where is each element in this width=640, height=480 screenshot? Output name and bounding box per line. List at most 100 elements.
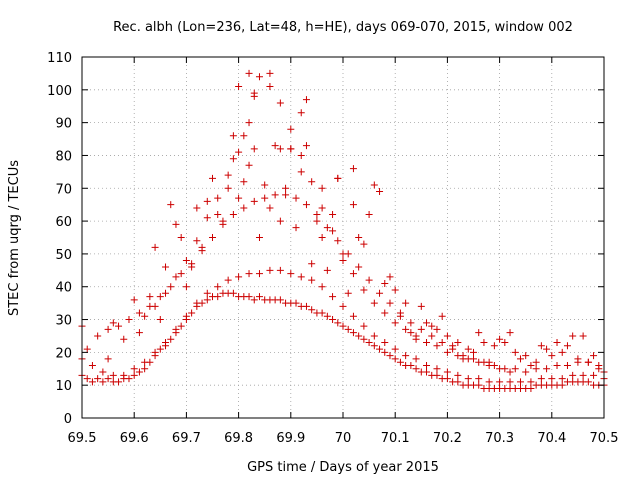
data-point: [454, 371, 462, 379]
data-point: [543, 365, 551, 373]
x-tick-label: 70: [335, 431, 352, 446]
data-point: [282, 184, 290, 192]
data-point: [339, 256, 347, 264]
data-point: [203, 289, 211, 297]
data-point: [506, 378, 514, 386]
data-point: [287, 270, 295, 278]
data-point: [563, 342, 571, 350]
data-point: [172, 273, 180, 281]
data-point: [308, 306, 316, 314]
data-point: [516, 355, 524, 363]
data-point: [412, 335, 420, 343]
data-point: [391, 286, 399, 294]
y-tick-label: 30: [55, 314, 72, 329]
data-point: [344, 289, 352, 297]
data-point: [130, 296, 138, 304]
data-point: [224, 276, 232, 284]
data-point: [162, 289, 170, 297]
data-point: [266, 204, 274, 212]
data-point: [485, 358, 493, 366]
x-tick-label: 69.7: [172, 431, 201, 446]
data-point: [229, 155, 237, 163]
data-point: [438, 312, 446, 320]
x-tick-label: 69.8: [224, 431, 253, 446]
data-point: [188, 309, 196, 317]
data-point: [407, 361, 415, 369]
data-point: [454, 352, 462, 360]
data-points: [78, 69, 608, 392]
data-point: [579, 332, 587, 340]
data-point: [360, 240, 368, 248]
data-point: [470, 348, 477, 356]
y-tick-label: 50: [55, 248, 72, 263]
data-point: [297, 109, 305, 117]
data-point: [193, 299, 201, 307]
data-point: [553, 361, 561, 369]
data-point: [527, 384, 535, 392]
data-point: [475, 381, 483, 389]
y-tick-label: 70: [55, 182, 72, 197]
data-point: [261, 181, 269, 189]
data-point: [428, 322, 436, 330]
data-point: [553, 339, 561, 347]
data-point: [496, 335, 504, 343]
data-point: [115, 378, 123, 386]
data-point: [334, 237, 342, 245]
data-point: [590, 352, 598, 360]
y-tick-label: 100: [47, 84, 72, 99]
data-point: [151, 348, 159, 356]
data-point: [250, 145, 258, 153]
data-point: [240, 178, 248, 186]
data-point: [146, 293, 154, 301]
data-point: [370, 299, 378, 307]
data-point: [255, 73, 263, 81]
data-point: [287, 145, 295, 153]
data-point: [396, 358, 404, 366]
data-point: [506, 329, 514, 337]
data-point: [318, 184, 326, 192]
data-point: [423, 361, 431, 369]
data-point: [141, 358, 149, 366]
data-point: [99, 368, 107, 376]
y-tick-label: 90: [55, 117, 72, 132]
data-point: [245, 69, 253, 77]
data-point: [255, 293, 263, 301]
data-point: [511, 348, 519, 356]
y-tick-label: 0: [64, 412, 72, 427]
data-point: [297, 273, 305, 281]
x-tick-label: 69.9: [276, 431, 305, 446]
data-point: [203, 296, 211, 304]
data-point: [428, 332, 436, 340]
data-point: [360, 335, 368, 343]
data-point: [349, 270, 357, 278]
data-point: [109, 319, 117, 327]
data-point: [182, 283, 190, 291]
data-point: [109, 371, 117, 379]
data-point: [245, 270, 253, 278]
axis-ticks: 69.5 69.6 69.7 69.8 69.9 70 70.1 70.2 70.3 70.4 70…: [47, 51, 618, 446]
x-tick-label: 69.5: [68, 431, 97, 446]
data-point: [135, 329, 143, 337]
data-point: [182, 256, 190, 264]
data-point: [386, 352, 394, 360]
data-point: [266, 83, 274, 91]
data-point: [569, 332, 577, 340]
data-point: [386, 273, 394, 281]
data-point: [167, 201, 175, 209]
data-point: [104, 355, 112, 363]
data-point: [261, 194, 269, 202]
data-point: [240, 204, 248, 212]
data-point: [391, 355, 399, 363]
data-point: [349, 329, 357, 337]
data-point: [224, 171, 232, 179]
data-point: [156, 293, 164, 301]
data-point: [381, 339, 389, 347]
data-point: [423, 319, 431, 327]
data-point: [417, 325, 425, 333]
data-point: [423, 368, 431, 376]
data-point: [558, 348, 566, 356]
data-point: [83, 375, 91, 383]
data-point: [443, 368, 451, 376]
data-point: [558, 381, 566, 389]
data-point: [433, 342, 441, 350]
